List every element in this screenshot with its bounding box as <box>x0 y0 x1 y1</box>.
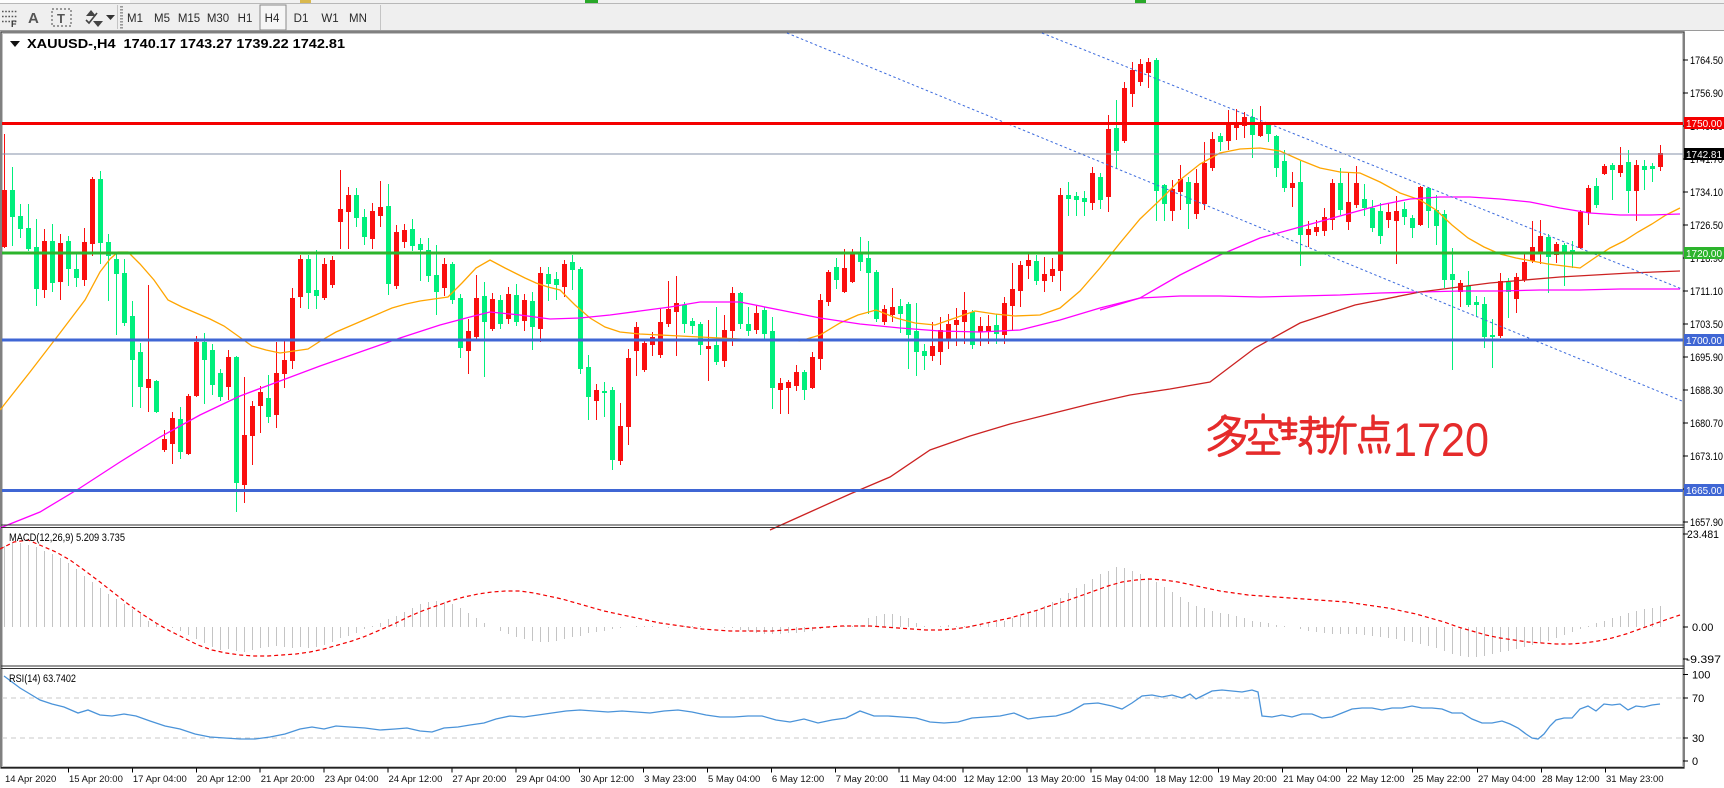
svg-text:1726.50: 1726.50 <box>1690 220 1723 232</box>
svg-text:23 Apr 04:00: 23 Apr 04:00 <box>325 774 379 785</box>
svg-text:12 May 12:00: 12 May 12:00 <box>964 774 1022 785</box>
svg-text:MN: MN <box>349 13 367 25</box>
svg-text:1680.70: 1680.70 <box>1690 418 1723 430</box>
svg-text:1703.50: 1703.50 <box>1690 319 1723 331</box>
svg-text:17 Apr 04:00: 17 Apr 04:00 <box>133 774 187 785</box>
svg-text:XAUUSD-,H4 1740.17 1743.27 17: XAUUSD-,H4 1740.17 1743.27 1739.22 1742.… <box>27 37 345 51</box>
svg-text:27 May 04:00: 27 May 04:00 <box>1478 774 1536 785</box>
svg-text:1711.10: 1711.10 <box>1690 286 1723 298</box>
svg-text:3 May 23:00: 3 May 23:00 <box>644 774 696 785</box>
svg-text:-9.397: -9.397 <box>1686 654 1721 666</box>
svg-text:30 Apr 12:00: 30 Apr 12:00 <box>580 774 634 785</box>
svg-text:31 May 23:00: 31 May 23:00 <box>1606 774 1664 785</box>
svg-text:30: 30 <box>1692 733 1704 745</box>
svg-text:1750.00: 1750.00 <box>1686 118 1722 130</box>
svg-text:14 Apr 2020: 14 Apr 2020 <box>5 774 56 785</box>
svg-text:T: T <box>57 11 65 26</box>
svg-text:23.481: 23.481 <box>1687 529 1719 541</box>
svg-text:5 May 04:00: 5 May 04:00 <box>708 774 760 785</box>
svg-text:W1: W1 <box>321 13 338 25</box>
svg-text:1665.00: 1665.00 <box>1686 485 1722 497</box>
svg-text:7 May 20:00: 7 May 20:00 <box>836 774 888 785</box>
svg-text:M1: M1 <box>127 13 143 25</box>
svg-text:100: 100 <box>1692 670 1710 682</box>
svg-text:21 Apr 20:00: 21 Apr 20:00 <box>261 774 315 785</box>
svg-text:1695.90: 1695.90 <box>1690 352 1723 364</box>
svg-text:1734.10: 1734.10 <box>1690 187 1723 199</box>
svg-text:H4: H4 <box>265 13 280 25</box>
svg-text:1700.00: 1700.00 <box>1686 335 1722 347</box>
svg-text:H1: H1 <box>238 13 253 25</box>
svg-text:1756.90: 1756.90 <box>1690 88 1723 100</box>
svg-text:A: A <box>28 10 39 27</box>
svg-text:21 May 04:00: 21 May 04:00 <box>1283 774 1341 785</box>
svg-text:M15: M15 <box>178 13 200 25</box>
svg-text:M5: M5 <box>154 13 170 25</box>
svg-text:70: 70 <box>1692 693 1704 705</box>
svg-text:19 May 20:00: 19 May 20:00 <box>1219 774 1277 785</box>
svg-text:29 Apr 04:00: 29 Apr 04:00 <box>516 774 570 785</box>
svg-text:28 May 12:00: 28 May 12:00 <box>1542 774 1600 785</box>
svg-text:15 Apr 20:00: 15 Apr 20:00 <box>69 774 123 785</box>
svg-text:1673.10: 1673.10 <box>1690 451 1723 463</box>
svg-text:RSI(14) 63.7402: RSI(14) 63.7402 <box>9 673 76 685</box>
svg-text:0: 0 <box>1692 756 1698 768</box>
svg-text:M30: M30 <box>207 13 229 25</box>
svg-text:24 Apr 12:00: 24 Apr 12:00 <box>389 774 443 785</box>
svg-text:22 May 12:00: 22 May 12:00 <box>1347 774 1405 785</box>
svg-text:25 May 22:00: 25 May 22:00 <box>1413 774 1471 785</box>
svg-text:0.00: 0.00 <box>1692 622 1713 634</box>
svg-text:18 May 12:00: 18 May 12:00 <box>1155 774 1213 785</box>
svg-text:6 May 12:00: 6 May 12:00 <box>772 774 824 785</box>
svg-text:20 Apr 12:00: 20 Apr 12:00 <box>197 774 251 785</box>
svg-text:13 May 20:00: 13 May 20:00 <box>1028 774 1086 785</box>
svg-text:1764.50: 1764.50 <box>1690 55 1723 67</box>
svg-text:1720: 1720 <box>1393 413 1489 466</box>
svg-text:D1: D1 <box>294 13 309 25</box>
svg-text:27 Apr 20:00: 27 Apr 20:00 <box>452 774 506 785</box>
svg-text:11 May 04:00: 11 May 04:00 <box>900 774 957 785</box>
svg-text:1742.81: 1742.81 <box>1686 149 1722 161</box>
svg-text:1657.90: 1657.90 <box>1690 517 1723 529</box>
svg-text:MACD(12,26,9) 5.209 3.735: MACD(12,26,9) 5.209 3.735 <box>9 532 125 544</box>
svg-text:1720.00: 1720.00 <box>1686 248 1722 260</box>
svg-text:15 May 04:00: 15 May 04:00 <box>1091 774 1149 785</box>
svg-text:F: F <box>11 19 17 29</box>
svg-text:1688.30: 1688.30 <box>1690 385 1723 397</box>
